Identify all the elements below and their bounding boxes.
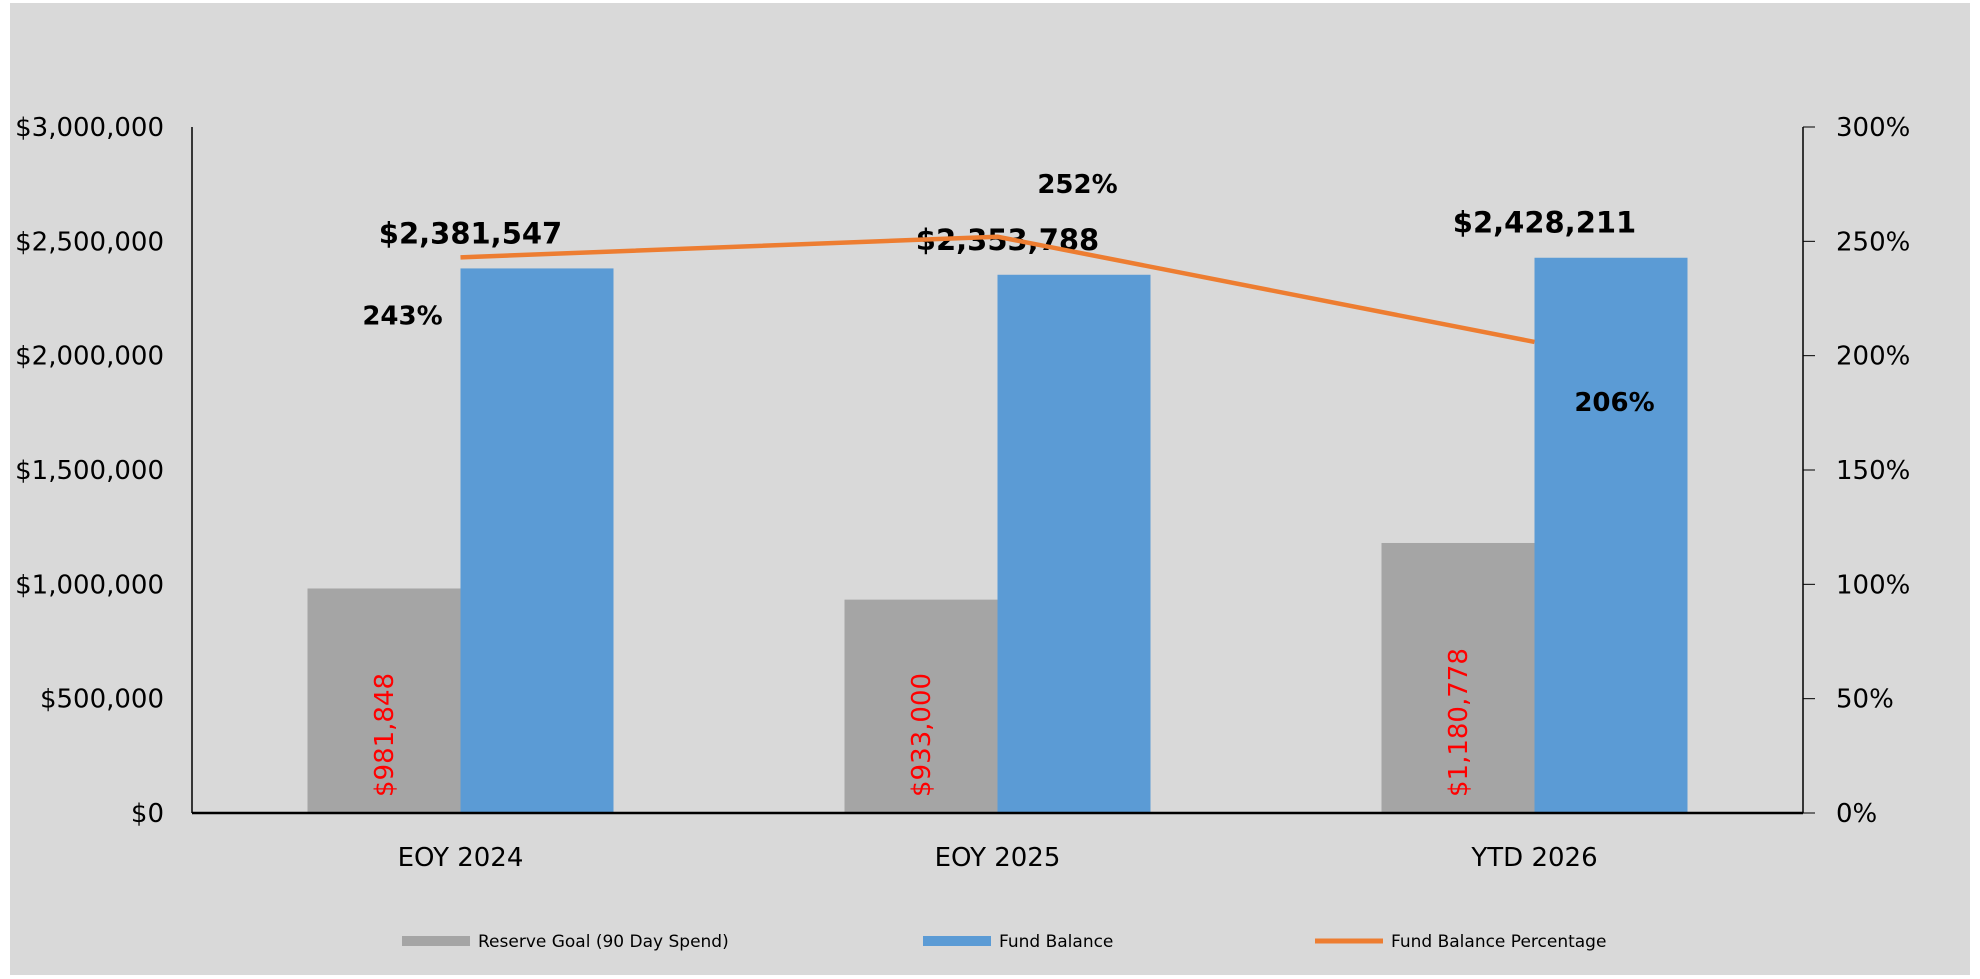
percentage-data-label: 252% [1037,170,1117,200]
percentage-line [460,234,1535,345]
x-axis-tick-label: YTD 2026 [1470,843,1597,873]
bar-fund-balance [1534,257,1688,813]
right-axis-tick-label: 100% [1836,570,1910,600]
right-axis-tick-label: 200% [1836,342,1910,372]
bar-reserve-goal [1381,542,1535,813]
right-axis-tick-label: 300% [1836,113,1910,143]
left-axis-tick-label: $2,500,000 [15,227,164,257]
fund-balance-data-label: $2,428,211 [1453,206,1636,240]
percentage-data-label: 243% [362,301,442,331]
legend-label: Fund Balance Percentage [1391,932,1606,952]
bar-reserve-goal [307,588,461,813]
x-axis-tick-label: EOY 2024 [398,843,524,873]
left-axis-tick-label: $1,500,000 [15,456,164,486]
reserve-goal-data-label: $981,848 [370,673,400,797]
left-axis-tick-label: $2,000,000 [15,342,164,372]
left-axis-tick-label: $0 [131,799,164,829]
fund-balance-data-label: $2,381,547 [379,216,562,250]
bar-reserve-goal [844,599,998,813]
reserve-goal-data-label: $1,180,778 [1444,648,1474,797]
percentage-data-label: 206% [1574,388,1654,418]
legend-label: Fund Balance [999,932,1113,952]
legend-swatch [402,936,470,946]
right-axis-tick-label: 250% [1836,227,1910,257]
legend-label: Reserve Goal (90 Day Spend) [478,932,729,952]
right-axis-tick-label: 0% [1836,799,1877,829]
x-axis-tick-label: EOY 2025 [935,843,1061,873]
left-axis-tick-label: $1,000,000 [15,570,164,600]
legend-swatch [923,936,991,946]
reserve-goal-data-label: $933,000 [907,673,937,797]
right-axis-tick-label: 150% [1836,456,1910,486]
right-axis-tick-label: 50% [1836,685,1894,715]
bar-fund-balance [460,268,614,814]
bar-fund-balance [997,274,1151,813]
left-axis-tick-label: $500,000 [40,685,164,715]
left-axis-tick-label: $3,000,000 [15,113,164,143]
